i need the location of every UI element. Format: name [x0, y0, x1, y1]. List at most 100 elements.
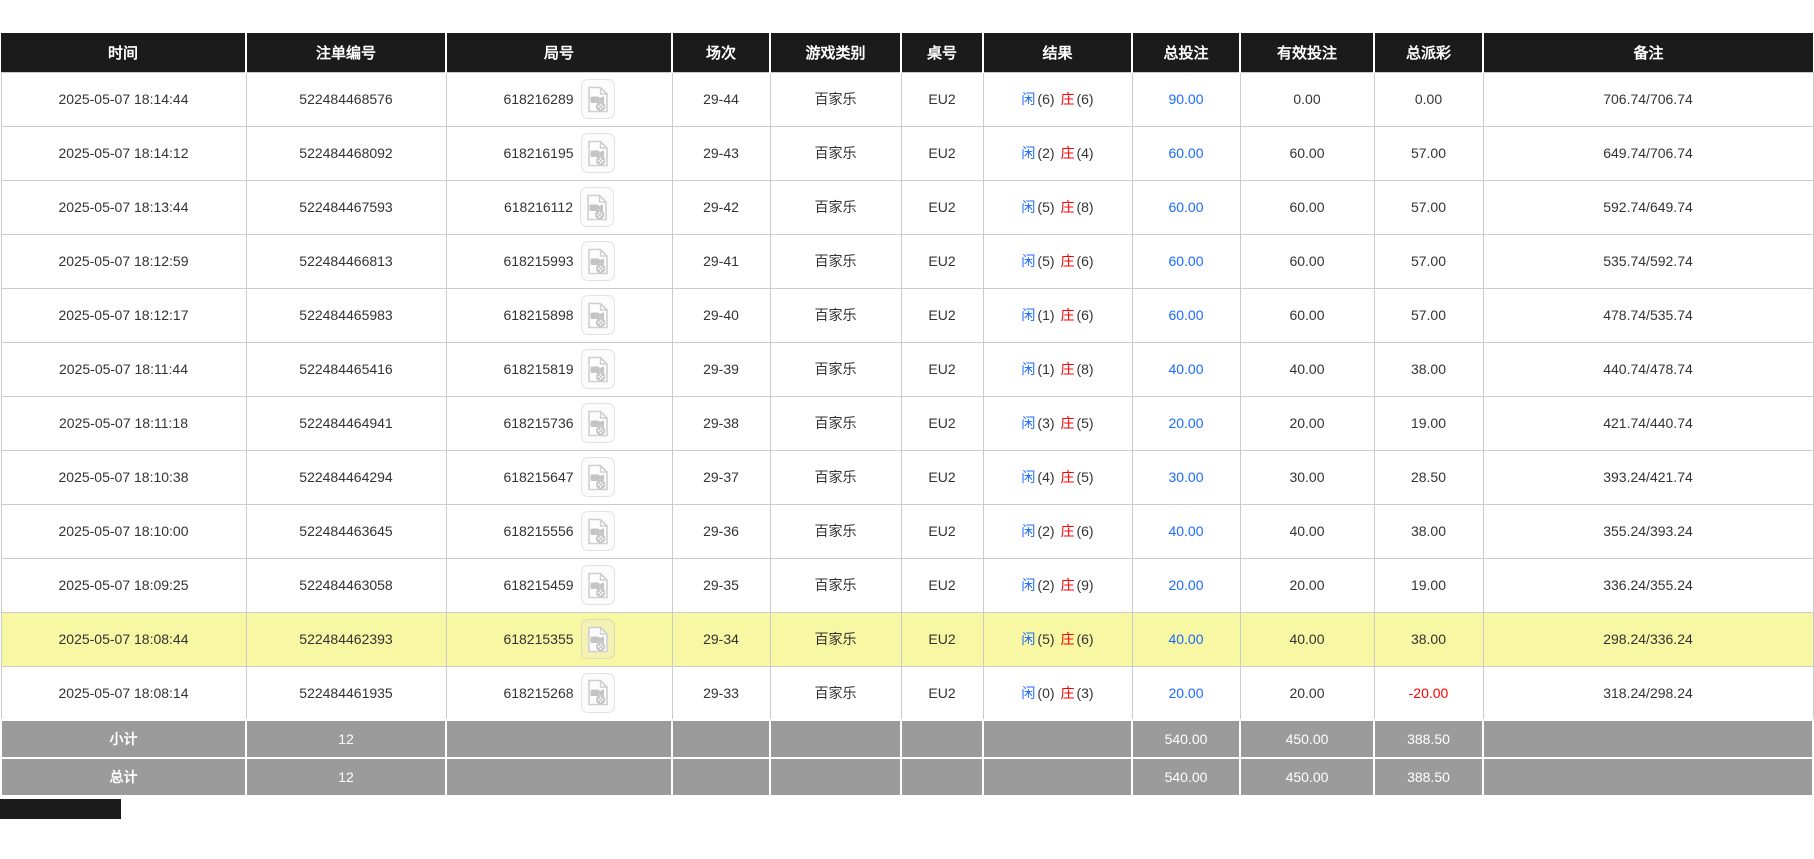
bet-order-number: 522484464294 [245, 449, 447, 505]
video-replay-button[interactable] [580, 672, 615, 713]
video-replay-button[interactable] [580, 457, 615, 497]
video-file-icon [587, 572, 609, 599]
video-replay-button[interactable] [580, 349, 615, 389]
col-header-result: 结果 [983, 33, 1133, 72]
game-type: 百家乐 [769, 341, 902, 397]
total-payout: 38.00 [1373, 611, 1484, 667]
video-file-icon [587, 679, 609, 706]
remark: 649.74/706.74 [1482, 125, 1814, 181]
game-type: 百家乐 [769, 287, 902, 343]
result-banker-score: (5) [1076, 469, 1094, 485]
remark: 440.74/478.74 [1482, 341, 1814, 397]
subtotal-total-bet: 540.00 [1131, 719, 1241, 759]
session-number: 29-38 [671, 395, 771, 451]
grand-total-empty-result [982, 757, 1133, 797]
round-number-cell: 618215459 [445, 557, 673, 613]
table-number: EU2 [900, 449, 984, 505]
total-payout: 38.00 [1373, 341, 1484, 397]
total-bet-amount[interactable]: 60.00 [1131, 179, 1241, 235]
table-body: 2025-05-07 18:14:44 522484468576 6182162… [0, 71, 1814, 721]
table-number: EU2 [900, 179, 984, 235]
bet-order-number: 522484463645 [245, 503, 447, 559]
game-type: 百家乐 [769, 611, 902, 667]
result-banker-label: 庄 [1060, 199, 1075, 215]
result-cell: 闲 (4) 庄 (5) [982, 449, 1133, 505]
result-player-score: (1) [1037, 361, 1055, 377]
round-number-cell: 618215736 [445, 395, 673, 451]
bet-order-number: 522484461935 [245, 665, 447, 721]
total-bet-amount[interactable]: 40.00 [1131, 611, 1241, 667]
result-player-score: (2) [1037, 145, 1055, 161]
result-player-label: 闲 [1021, 469, 1036, 485]
table-row: 2025-05-07 18:11:44 522484465416 6182158… [0, 341, 1814, 397]
result-banker-label: 庄 [1060, 523, 1075, 539]
bet-order-number: 522484468092 [245, 125, 447, 181]
total-bet-amount[interactable]: 40.00 [1131, 341, 1241, 397]
result-cell: 闲 (2) 庄 (6) [982, 503, 1133, 559]
bet-time: 2025-05-07 18:09:25 [0, 557, 247, 613]
video-replay-button[interactable] [580, 133, 615, 173]
total-payout: 0.00 [1373, 71, 1484, 127]
table-row: 2025-05-07 18:10:38 522484464294 6182156… [0, 449, 1814, 505]
result-banker-label: 庄 [1060, 415, 1075, 431]
video-replay-button[interactable] [580, 403, 615, 443]
bet-time: 2025-05-07 18:10:38 [0, 449, 247, 505]
result-banker-label: 庄 [1060, 631, 1075, 647]
round-number: 618215268 [503, 684, 574, 701]
result-banker-label: 庄 [1060, 253, 1075, 269]
total-bet-amount[interactable]: 20.00 [1131, 665, 1241, 721]
total-bet-amount[interactable]: 20.00 [1131, 557, 1241, 613]
video-replay-button[interactable] [580, 79, 615, 119]
session-number: 29-40 [671, 287, 771, 343]
result-player-score: (1) [1037, 307, 1055, 323]
video-file-icon [587, 140, 609, 167]
grand-total-count: 12 [245, 757, 447, 797]
result-banker-score: (3) [1076, 684, 1094, 701]
result-player-score: (0) [1037, 684, 1055, 701]
valid-bet-amount: 40.00 [1239, 611, 1375, 667]
round-number: 618215898 [503, 307, 574, 323]
table-row: 2025-05-07 18:14:44 522484468576 6182162… [0, 71, 1814, 127]
bet-time: 2025-05-07 18:12:17 [0, 287, 247, 343]
subtotal-valid-bet: 450.00 [1239, 719, 1375, 759]
video-replay-button[interactable] [580, 295, 615, 335]
total-payout: 38.00 [1373, 503, 1484, 559]
grand-total-empty-game [769, 757, 902, 797]
round-number: 618215993 [503, 253, 574, 269]
table-row: 2025-05-07 18:08:44 522484462393 6182153… [0, 611, 1814, 667]
result-player-label: 闲 [1021, 415, 1036, 431]
video-replay-button[interactable] [580, 511, 615, 551]
table-number: EU2 [900, 557, 984, 613]
valid-bet-amount: 60.00 [1239, 179, 1375, 235]
table-number: EU2 [900, 341, 984, 397]
video-replay-button[interactable] [580, 187, 615, 227]
video-replay-button[interactable] [580, 565, 615, 605]
total-bet-amount[interactable]: 60.00 [1131, 125, 1241, 181]
result-player-label: 闲 [1021, 145, 1036, 161]
total-bet-amount[interactable]: 60.00 [1131, 233, 1241, 289]
bet-time: 2025-05-07 18:11:44 [0, 341, 247, 397]
total-bet-amount[interactable]: 60.00 [1131, 287, 1241, 343]
video-replay-button[interactable] [580, 241, 615, 281]
session-number: 29-37 [671, 449, 771, 505]
video-replay-button[interactable] [580, 619, 615, 659]
bet-order-number: 522484464941 [245, 395, 447, 451]
result-player-label: 闲 [1021, 361, 1036, 377]
total-payout: 57.00 [1373, 287, 1484, 343]
total-bet-amount[interactable]: 40.00 [1131, 503, 1241, 559]
total-bet-amount[interactable]: 90.00 [1131, 71, 1241, 127]
col-header-table-number: 桌号 [901, 33, 984, 72]
subtotal-empty-result [982, 719, 1133, 759]
round-number: 618215819 [503, 361, 574, 377]
round-number: 618215556 [503, 523, 574, 539]
bet-time: 2025-05-07 18:10:00 [0, 503, 247, 559]
video-file-icon [587, 302, 609, 329]
total-bet-amount[interactable]: 30.00 [1131, 449, 1241, 505]
total-bet-amount[interactable]: 20.00 [1131, 395, 1241, 451]
round-number: 618215647 [503, 469, 574, 485]
table-row: 2025-05-07 18:12:59 522484466813 6182159… [0, 233, 1814, 289]
bet-order-number: 522484466813 [245, 233, 447, 289]
result-banker-score: (6) [1076, 523, 1094, 539]
bet-time: 2025-05-07 18:14:44 [0, 71, 247, 127]
result-banker-score: (8) [1076, 199, 1094, 215]
